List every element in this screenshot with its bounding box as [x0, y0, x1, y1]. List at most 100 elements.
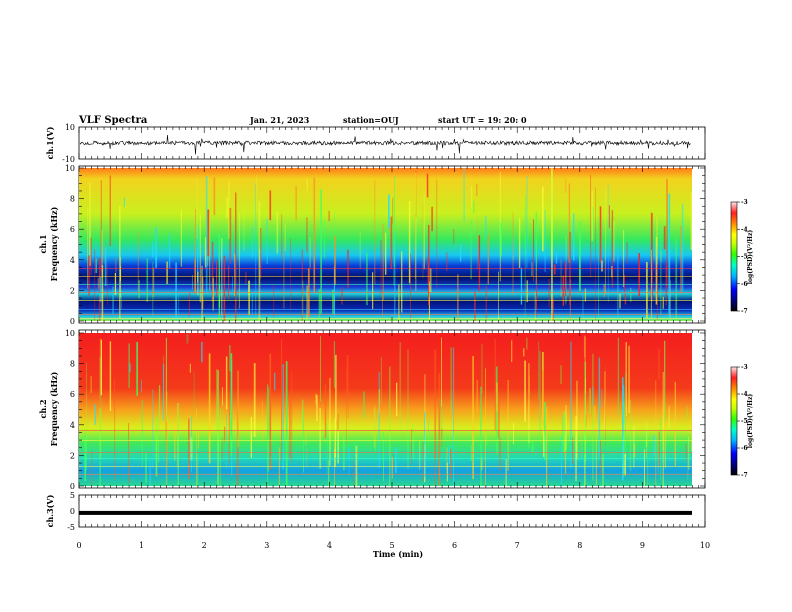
spectral-streak — [335, 354, 337, 420]
spectral-streak — [319, 408, 321, 469]
spectral-streak — [201, 342, 203, 363]
spectral-streak — [128, 343, 130, 388]
spectral-streak — [266, 218, 268, 264]
spectral-streak — [450, 449, 452, 479]
ch2-colorbar-label: log(PSD)(V²/Hz) — [747, 394, 754, 449]
spectral-streak — [561, 415, 564, 452]
spectral-streak — [630, 287, 632, 302]
spectral-streak — [346, 355, 349, 400]
time-tick-label: 7 — [515, 541, 520, 550]
spectral-streak — [563, 411, 566, 454]
spectral-streak — [470, 219, 472, 280]
spectral-streak — [507, 380, 509, 471]
spectral-streak — [324, 384, 327, 439]
spectral-streak — [675, 236, 678, 321]
spectral-streak — [87, 207, 89, 289]
spectral-streak — [313, 177, 316, 294]
spectral-streak — [513, 422, 514, 445]
spectral-streak — [248, 280, 250, 316]
spectral-streak — [542, 186, 544, 252]
spectral-streak — [477, 219, 479, 269]
spectral-streak — [500, 222, 502, 257]
ch3-waveform-panel: 5 0 -5 ch.3(V) — [45, 491, 706, 532]
spectral-streak — [438, 373, 441, 486]
spectral-streak — [624, 453, 626, 476]
spectral-streak — [141, 400, 143, 467]
ch2-colorbar: -3 -4 -5 -6 -7 log(PSD)(V²/Hz) — [730, 364, 754, 479]
ch1-colorbar-ticks: -3 -4 -5 -6 -7 — [737, 199, 748, 315]
spectral-streak — [662, 296, 664, 309]
spectral-streak — [481, 343, 483, 394]
spectral-streak — [137, 232, 139, 293]
spectral-streak — [629, 400, 632, 471]
spectral-streak — [622, 402, 625, 476]
spectral-band — [79, 268, 692, 269]
spectral-streak — [573, 213, 575, 261]
spectral-streak — [355, 445, 358, 486]
spectral-streak — [414, 213, 416, 279]
spectral-streak — [583, 335, 586, 358]
spectral-streak — [646, 421, 648, 458]
spectral-streak — [658, 348, 660, 379]
spectral-streak — [525, 195, 527, 255]
spectral-streak — [334, 418, 336, 458]
spectral-streak — [315, 393, 317, 405]
time-tick-label: 4 — [327, 541, 332, 550]
spectral-streak — [328, 210, 330, 222]
spectral-streak — [565, 405, 567, 450]
spectral-streak — [625, 373, 626, 454]
spectral-streak — [165, 337, 167, 422]
spectral-streak — [329, 378, 331, 466]
spectral-streak — [177, 403, 179, 485]
spectral-streak — [589, 388, 591, 414]
spectral-streak — [663, 226, 666, 250]
spectral-streak — [115, 258, 117, 273]
spectral-streak — [155, 417, 158, 477]
spectral-streak — [680, 225, 682, 294]
spectral-streak — [165, 391, 168, 486]
spectral-streak — [441, 400, 443, 448]
spectral-streak — [422, 442, 424, 482]
spectral-streak — [424, 411, 426, 478]
spectral-streak — [348, 450, 350, 474]
spectral-streak — [568, 183, 571, 263]
spectral-streak — [543, 430, 545, 457]
spectral-streak — [346, 365, 347, 444]
ch2-colorbar-ticks: -3 -4 -5 -6 -7 — [737, 364, 748, 479]
spectral-streak — [334, 235, 336, 286]
spectral-streak — [141, 379, 142, 393]
spectral-streak — [388, 194, 390, 229]
spectral-streak — [306, 285, 308, 320]
spectral-streak — [448, 445, 450, 465]
spectral-streak — [229, 207, 232, 264]
spectral-streak — [291, 371, 293, 463]
freq-tick-label: 6 — [70, 390, 75, 399]
ch1-spec-ticks — [78, 166, 706, 323]
freq-tick-label: 2 — [70, 286, 75, 295]
spectral-streak — [613, 220, 615, 262]
spectral-streak — [633, 426, 635, 468]
freq-tick-label: 0 — [70, 482, 75, 491]
spectral-streak — [551, 168, 553, 321]
spectral-streak — [625, 342, 627, 417]
ch1-waveform-line — [79, 134, 691, 155]
spectral-streak — [216, 368, 218, 419]
spectral-streak — [235, 192, 237, 321]
spectral-streak — [572, 437, 574, 465]
spectral-streak — [218, 234, 220, 321]
spectral-streak — [656, 216, 658, 247]
spectral-streak — [592, 386, 594, 406]
spectral-streak — [687, 460, 689, 479]
spectral-streak — [486, 433, 487, 445]
spectral-streak — [575, 416, 577, 482]
spectral-streak — [473, 200, 475, 214]
spectral-streak — [238, 213, 240, 309]
spectral-streak — [98, 296, 101, 321]
spectral-streak — [269, 190, 272, 221]
spectral-streak — [601, 260, 603, 272]
spectral-streak — [478, 235, 481, 292]
spectral-streak — [536, 270, 537, 309]
spectral-streak — [533, 219, 534, 282]
spectral-streak — [223, 426, 226, 442]
spectral-streak — [162, 364, 165, 421]
